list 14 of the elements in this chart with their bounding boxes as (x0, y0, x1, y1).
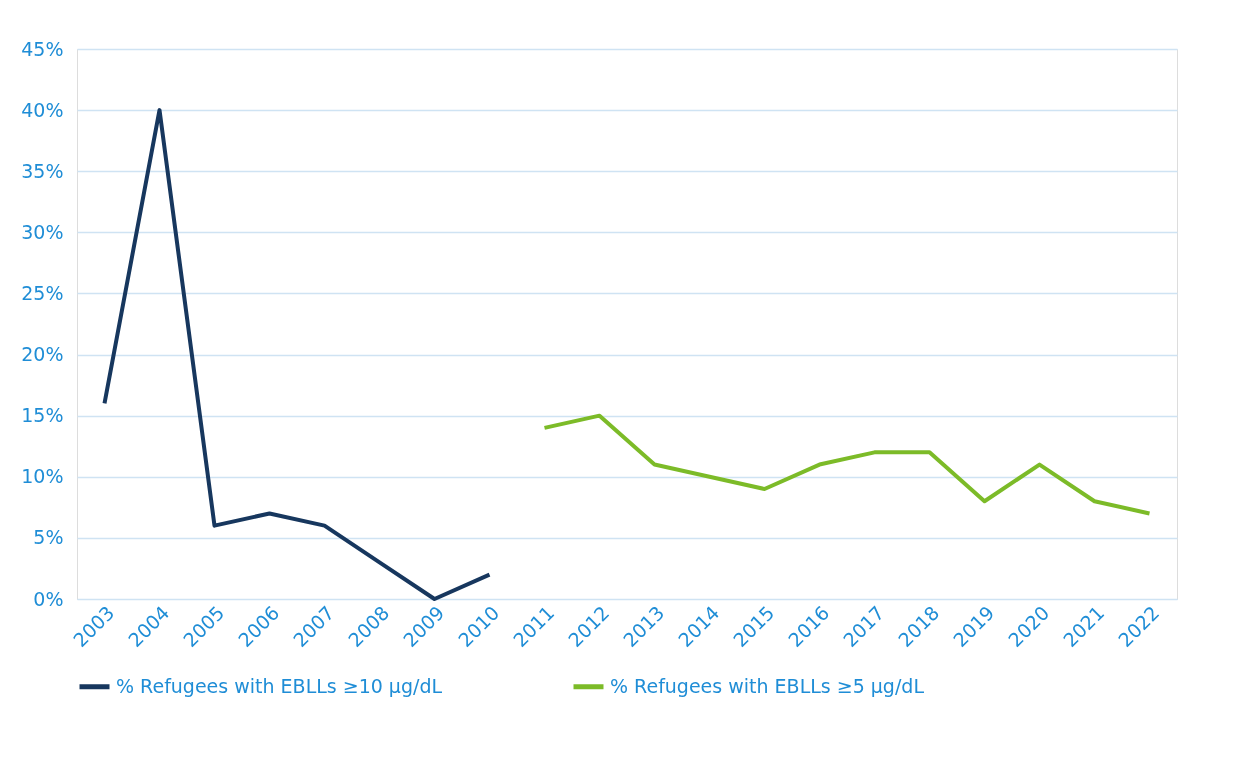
legend-label: % Refugees with EBLLs ≥5 µg/dL (610, 674, 925, 697)
y-tick-label: 40% (21, 98, 64, 121)
y-tick-label: 35% (21, 159, 64, 182)
y-tick-label: 10% (21, 465, 64, 488)
y-tick-label: 0% (33, 587, 64, 610)
y-tick-label: 15% (21, 404, 64, 427)
line-series (542, 413, 1152, 516)
y-tick-label: 30% (21, 220, 64, 243)
legend-label: % Refugees with EBLLs ≥10 µg/dL (116, 674, 443, 697)
y-tick-label: 25% (21, 281, 64, 304)
y-tick-label: 5% (33, 526, 64, 549)
y-tick-label: 20% (21, 343, 64, 366)
line-series (102, 108, 492, 601)
y-tick-label: 45% (21, 37, 64, 60)
